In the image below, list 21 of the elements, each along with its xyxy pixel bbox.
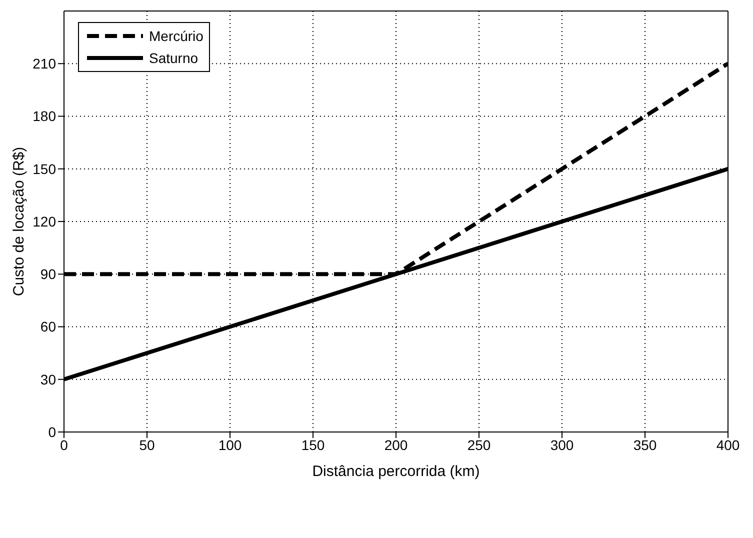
x-axis-title: Distância percorrida (km): [312, 463, 480, 480]
legend-label: Mercúrio: [149, 28, 204, 44]
y-tick-label: 30: [40, 371, 56, 388]
x-tick-label: 300: [550, 436, 574, 453]
y-tick-label: 90: [40, 266, 56, 282]
y-axis-title: Custo de locação (R$): [10, 146, 28, 296]
y-tick-label: 120: [32, 213, 56, 230]
x-tick-label: 400: [716, 436, 740, 453]
x-tick-label: 250: [467, 436, 491, 453]
y-tick-label: 0: [48, 424, 56, 440]
y-tick-label: 210: [32, 56, 56, 72]
x-tick-label: 150: [301, 436, 325, 453]
x-tick-label: 350: [633, 436, 657, 453]
legend-label: Saturno: [149, 50, 198, 66]
x-tick-label: 50: [139, 436, 155, 453]
y-tick-label: 180: [32, 108, 56, 124]
x-tick-label: 0: [60, 436, 68, 453]
x-tick-label: 100: [218, 436, 242, 453]
y-tick-label: 150: [32, 160, 56, 177]
y-tick-label: 60: [40, 318, 56, 335]
x-tick-label: 200: [384, 436, 408, 453]
